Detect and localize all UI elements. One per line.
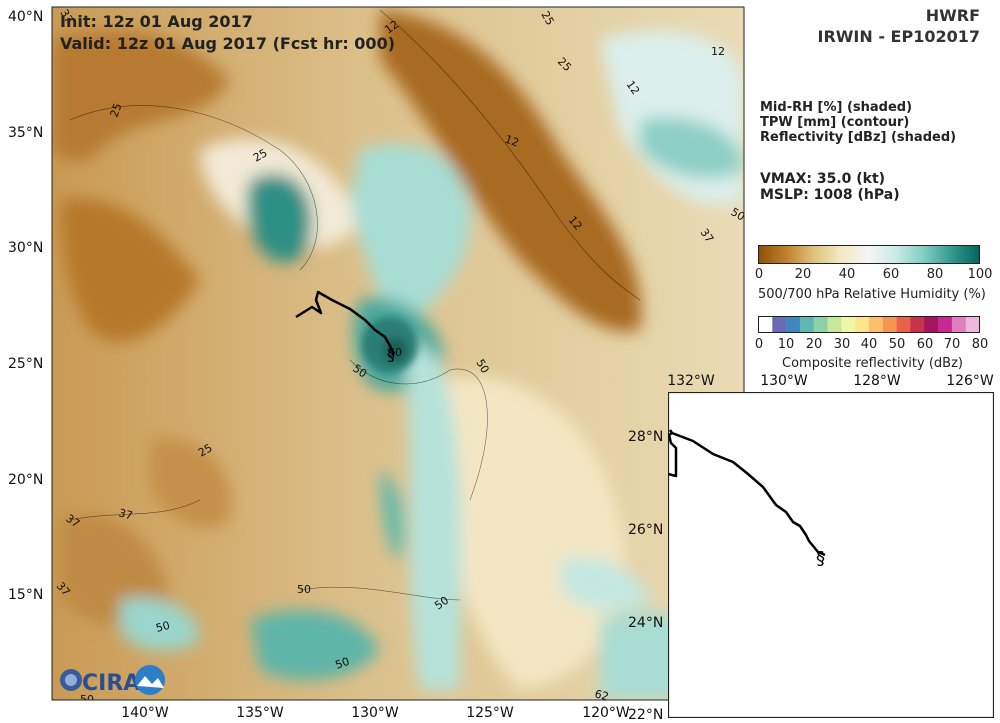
refl-color-cell [938, 316, 953, 333]
contour-label: 37 [117, 506, 134, 522]
refl-color-cell [910, 316, 925, 333]
cira-logo: CIRA [60, 665, 165, 696]
lon-label: 140°W [121, 705, 169, 721]
inset-lon-label: 128°W [853, 373, 901, 389]
contour-label: 25 [538, 9, 556, 28]
rh-tick: 0 [754, 267, 764, 282]
refl-tick: 40 [860, 337, 878, 352]
refl-color-cell [772, 316, 787, 333]
inset-lat-label: 28°N [628, 429, 664, 445]
inset-storm-symbol-icon: § [816, 548, 825, 569]
contour-label: 25 [196, 441, 215, 459]
storm-symbol-icon: § [387, 345, 395, 364]
lat-label: 15°N [8, 587, 44, 603]
rh-tick: 60 [882, 267, 900, 282]
rh-tick: 40 [838, 267, 856, 282]
refl-color-cell [896, 316, 911, 333]
contour-label: 25 [108, 101, 125, 119]
refl-color-cell [924, 316, 939, 333]
model-title: HWRF [925, 6, 980, 25]
inset-lat-label: 24°N [628, 615, 664, 631]
contour-label: 25 [251, 146, 270, 164]
lat-label: 25°N [8, 356, 44, 372]
lon-label: 120°W [582, 705, 630, 721]
cira-logo-text: CIRA [82, 671, 140, 696]
inset-lat-label: 22°N [628, 707, 664, 723]
mslp-value: MSLP: 1008 (hPa) [760, 187, 900, 203]
contour-label: 50 [334, 655, 352, 672]
inset-map: § [668, 392, 994, 718]
lat-label: 35°N [8, 125, 44, 141]
lon-label: 135°W [236, 705, 284, 721]
vmax-value: VMAX: 35.0 (kt) [760, 171, 886, 187]
contour-label: 12 [503, 133, 521, 150]
refl-color-cell [869, 316, 884, 333]
contour-label: 50 [473, 357, 491, 376]
init-time: Init: 12z 01 Aug 2017 [60, 12, 253, 31]
refl-tick: 80 [971, 337, 989, 352]
refl-tick: 50 [888, 337, 906, 352]
contour-label: 50 [154, 619, 171, 635]
refl-tick: 0 [754, 337, 764, 352]
map-frame [51, 6, 745, 701]
lat-label: 30°N [8, 240, 44, 256]
refl-colorbar [758, 316, 980, 333]
lat-label: 40°N [8, 9, 44, 25]
contour-label: 12 [711, 45, 725, 58]
inset-lon-label: 126°W [946, 373, 994, 389]
inset-storm-track [668, 429, 826, 557]
rh-colorbar-label: 500/700 hPa Relative Humidity (%) [758, 287, 986, 302]
refl-tick: 10 [777, 337, 795, 352]
refl-tick: 20 [805, 337, 823, 352]
refl-color-cell [951, 316, 966, 333]
contour-label: 62 [593, 687, 610, 703]
refl-tick: 60 [916, 337, 934, 352]
rh-tick: 100 [967, 267, 993, 282]
tpw-contours [69, 9, 641, 601]
lon-label: 125°W [466, 705, 514, 721]
contour-label: 50 [80, 693, 94, 706]
refl-color-cell [786, 316, 801, 333]
refl-color-cell [965, 316, 980, 333]
storm-track [295, 290, 396, 355]
refl-color-cell [882, 316, 897, 333]
valid-time: Valid: 12z 01 Aug 2017 (Fcst hr: 000) [60, 34, 396, 53]
refl-color-cell [855, 316, 870, 333]
inset-lon-label: 130°W [760, 373, 808, 389]
rh-shading-features [52, 10, 744, 700]
refl-color-cell [799, 316, 815, 333]
inset-lon-label: 132°W [667, 373, 715, 389]
refl-tick: 30 [833, 337, 851, 352]
refl-color-cell [827, 316, 842, 333]
refl-colorbar-label: Composite reflectivity (dBz) [782, 356, 963, 371]
lat-label: 20°N [8, 472, 44, 488]
rh-colorbar [758, 245, 980, 264]
contour-label: 37 [57, 7, 75, 26]
refl-color-cell [813, 316, 828, 333]
refl-color-cell [841, 316, 856, 333]
storm-title: IRWIN - EP102017 [817, 27, 981, 46]
legend-tpw: TPW [mm] (contour) [760, 115, 910, 130]
rh-tick: 20 [794, 267, 812, 282]
inset-lat-label: 26°N [628, 522, 664, 538]
lon-label: 130°W [351, 705, 399, 721]
contour-label: 50 [297, 583, 311, 596]
refl-color-cell [758, 316, 773, 333]
rh-tick: 80 [926, 267, 944, 282]
refl-tick: 70 [943, 337, 961, 352]
legend-rh: Mid-RH [%] (shaded) [760, 100, 913, 115]
legend-refl: Reflectivity [dBz] (shaded) [760, 130, 957, 145]
